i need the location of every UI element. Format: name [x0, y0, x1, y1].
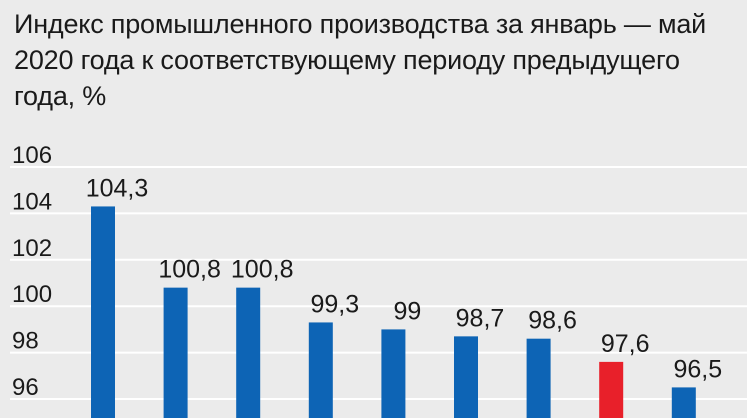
y-tick-label: 106 [12, 142, 52, 169]
bar [236, 287, 261, 418]
value-label: 99 [393, 297, 421, 325]
y-tick-label: 102 [12, 235, 52, 262]
bar [163, 287, 188, 418]
value-label: 99,3 [310, 290, 359, 318]
value-label: 98,6 [528, 307, 577, 335]
value-label: 98,7 [456, 304, 505, 332]
value-label: 104,3 [86, 174, 149, 202]
bar [671, 387, 696, 418]
chart-title: Индекс промышленного производства за янв… [14, 9, 707, 111]
bar-highlight [599, 361, 624, 418]
value-label: 96,5 [673, 355, 722, 383]
gridlines [10, 166, 747, 400]
bar [526, 338, 551, 418]
bars [91, 206, 696, 418]
bar [381, 329, 406, 418]
value-label: 100,8 [231, 256, 294, 284]
y-axis-tick-labels: 96 98 100 102 104 106 [12, 142, 52, 401]
value-label: 97,6 [601, 330, 650, 358]
bar [91, 206, 115, 418]
bar [308, 322, 333, 418]
y-tick-label: 96 [12, 374, 39, 401]
value-label: 100,8 [158, 256, 221, 284]
y-tick-label: 104 [12, 188, 52, 215]
y-tick-label: 98 [12, 328, 39, 355]
value-labels: 104,3 100,8 100,8 99,3 99 98,7 98,6 97,6 96,5 [86, 174, 722, 383]
y-tick-label: 100 [12, 281, 52, 308]
bar [454, 336, 478, 418]
